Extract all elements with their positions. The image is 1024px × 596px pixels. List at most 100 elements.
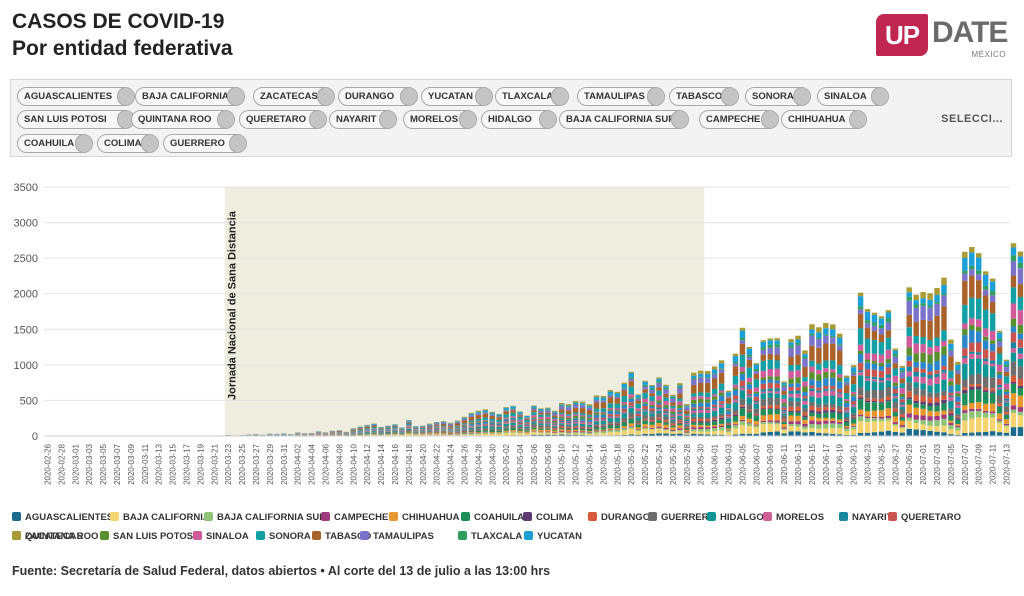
chip-toggle-knob[interactable] [459,111,476,128]
legend-item[interactable]: NAYARIT [839,512,892,524]
bar-segment [725,392,732,396]
bar-segment [843,409,850,411]
chip-toggle-knob[interactable] [871,88,888,105]
state-filter-chip-label: COAHUILA [24,138,75,149]
chip-toggle-knob[interactable] [227,88,244,105]
chip-toggle-knob[interactable] [539,111,556,128]
bar-segment [691,431,697,434]
state-filter-chip[interactable]: NAYARIT [329,110,397,129]
chip-toggle-knob[interactable] [117,88,134,105]
state-filter-chip[interactable]: DURANGO [338,87,418,106]
bar-segment [837,397,843,406]
state-filter-chip[interactable]: AGUASCALIENTES [17,87,135,106]
chip-toggle-knob[interactable] [551,88,568,105]
state-filter-chip[interactable]: COLIMA [97,134,159,153]
state-filter-chip[interactable]: TABASCO [669,87,739,106]
bar-segment [579,416,586,419]
bar-segment [767,414,773,421]
legend-item[interactable]: BAJA CALIFORNIA [110,512,210,524]
state-filter-chip[interactable]: SAN LUIS POTOSI [17,110,135,129]
legend-item[interactable]: SAN LUIS POTOSI [100,531,196,543]
chip-toggle-knob[interactable] [793,88,810,105]
chip-toggle-knob[interactable] [671,111,688,128]
state-filter-chip[interactable]: TAMAULIPAS [577,87,665,106]
bar-segment [600,429,607,431]
chip-toggle-knob[interactable] [761,111,778,128]
state-filter-chip[interactable]: SINALOA [817,87,889,106]
state-filter-chip[interactable]: BAJA CALIFORNIA [135,87,245,106]
chip-toggle-knob[interactable] [141,135,158,152]
legend-item[interactable]: AGUASCALIENTES [12,512,113,524]
bar-segment [892,425,899,432]
bar-segment [524,417,530,418]
state-filter-chip[interactable]: QUINTANA ROO [131,110,235,129]
bar-segment [531,426,537,428]
chip-toggle-knob[interactable] [117,111,134,128]
chip-toggle-knob[interactable] [849,111,866,128]
state-filter-chip[interactable]: CHIHUAHUA [781,110,867,129]
bar-segment [621,428,628,429]
bar-segment [649,404,655,407]
legend-item[interactable]: COAHUILA [461,512,524,524]
chip-toggle-knob[interactable] [475,88,492,105]
chip-toggle-knob[interactable] [721,88,738,105]
bar-segment [357,426,363,428]
legend-item[interactable]: TAMAULIPAS [360,531,434,543]
legend-item[interactable]: TABASCO [312,531,371,543]
bar-segment [684,421,690,423]
state-filter-chip[interactable]: COAHUILA [17,134,93,153]
legend-item[interactable]: YUCATAN [524,531,582,543]
bar-segment [433,430,440,431]
chip-toggle-knob[interactable] [309,111,326,128]
chip-toggle-knob[interactable] [229,135,246,152]
legend-item[interactable]: CHIHUAHUA [389,512,460,524]
legend-item[interactable]: ZACATECAS [12,531,83,543]
legend-item[interactable]: SONORA [256,531,311,543]
legend-item[interactable]: SINALOA [193,531,249,543]
chip-toggle-knob[interactable] [217,111,234,128]
bar-segment [753,420,760,425]
state-filter-chip[interactable]: HIDALGO [481,110,557,129]
legend-item[interactable]: HIDALGO [707,512,764,524]
select-all-dropdown[interactable]: SELECCI... [941,113,1003,125]
state-filter-chip[interactable]: MORELOS [403,110,477,129]
legend-item[interactable]: QUERETARO [888,512,961,524]
legend-item[interactable]: DURANGO [588,512,650,524]
state-filter-chip[interactable]: CAMPECHE [699,110,779,129]
bar-segment [899,432,905,436]
state-filter-chip[interactable]: ZACATECAS [253,87,335,106]
state-filter-chip[interactable]: SONORA [745,87,811,106]
bar-segment [885,418,892,421]
state-filter-chip[interactable]: TLAXCALA [495,87,569,106]
legend-item[interactable]: COLIMA [523,512,573,524]
bar-segment [920,368,926,373]
legend-item[interactable]: TLAXCALA [458,531,522,543]
chip-toggle-knob[interactable] [75,135,92,152]
legend-item[interactable]: BAJA CALIFORNIA SUR [204,512,326,524]
legend-item[interactable]: MORELOS [763,512,824,524]
daily-bar [524,415,530,436]
state-filter-chip[interactable]: YUCATAN [421,87,493,106]
legend-item[interactable]: CAMPECHE [321,512,388,524]
bar-segment [774,414,780,421]
bar-segment [614,396,621,398]
chip-toggle-knob[interactable] [317,88,334,105]
daily-bar [350,428,356,436]
chip-toggle-knob[interactable] [400,88,417,105]
bar-segment [871,416,878,419]
bar-segment [642,392,648,399]
bar-segment [656,410,662,414]
bar-segment [586,422,593,424]
state-filter-chip[interactable]: GUERRERO [163,134,247,153]
chip-toggle-knob[interactable] [647,88,664,105]
state-filter-chip-label: QUINTANA ROO [138,114,212,125]
legend-swatch [100,531,109,540]
bar-segment [788,345,794,348]
bar-segment [802,357,808,359]
chip-toggle-knob[interactable] [379,111,396,128]
state-filter-chip[interactable]: BAJA CALIFORNIA SUR [559,110,689,129]
bar-segment [628,377,634,379]
bar-segment [711,421,718,425]
legend-item[interactable]: GUERRERO [648,512,716,524]
state-filter-chip[interactable]: QUERETARO [239,110,327,129]
